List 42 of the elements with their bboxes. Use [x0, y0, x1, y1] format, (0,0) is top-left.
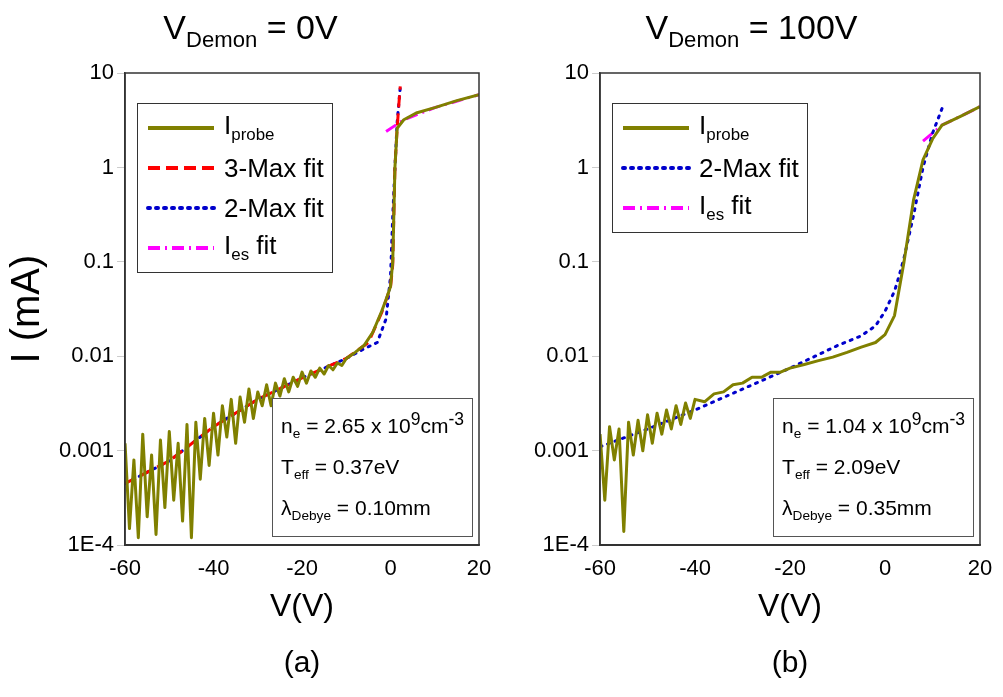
x-tick-label: -20	[286, 555, 318, 581]
legend-label: I$_{es}$ fit	[224, 230, 277, 266]
x-tick-label: 20	[466, 555, 492, 581]
y-tick-label: 10	[89, 59, 115, 85]
x-tick-label: -20	[774, 555, 806, 581]
y-tick-label: 0.01	[71, 342, 115, 368]
x-axis-title: V(V)	[758, 586, 823, 623]
text: (b)	[770, 645, 810, 679]
legend-label: I$_{es}$ fit	[699, 190, 752, 226]
y-tick-label: 1E-4	[67, 531, 115, 557]
text: (a)	[282, 645, 322, 679]
annotation: λ$_{Debye}$ = 0.10mm	[281, 496, 431, 524]
annotation: λ$_{Debye}$ = 0.35mm	[782, 496, 932, 524]
chart-title: V$_{Demon}$ = 100V	[644, 8, 859, 53]
x-tick-label: 0	[878, 555, 892, 581]
annotation: n$_{e}$ = 2.65 x 10$^{9}$cm$^{-3}$	[281, 408, 464, 441]
y-tick-label: 10	[564, 59, 590, 85]
x-tick-label: 20	[967, 555, 993, 581]
y-tick-label: 0.001	[533, 436, 590, 462]
y-tick-label: 0.1	[558, 247, 590, 273]
x-tick-label: -60	[109, 555, 141, 581]
y-tick-label: 0.001	[58, 436, 115, 462]
y-tick-label: 1	[576, 153, 590, 179]
x-axis-title: V(V)	[270, 586, 335, 623]
annotation: n$_{e}$ = 1.04 x 10$^{9}$cm$^{-3}$	[782, 408, 965, 441]
y-tick-label: 1E-4	[542, 531, 590, 557]
x-tick-label: 0	[384, 555, 397, 581]
x-tick-label: -40	[197, 555, 230, 581]
legend-label: I$_{probe}$	[699, 110, 750, 146]
y-tick-label: 1	[101, 153, 115, 179]
y-tick-label: 0.01	[546, 342, 590, 368]
legend-label: I$_{probe}$	[224, 110, 275, 146]
annotation: T$_{eff}$ = 0.37eV	[281, 454, 400, 483]
x-tick-label: -40	[679, 555, 711, 581]
legend-label: 2-Max fit	[699, 152, 799, 184]
y-axis-title: I (mA)	[3, 254, 48, 364]
legend-label: 2-Max fit	[224, 192, 324, 224]
y-tick-label: 0.1	[83, 247, 115, 273]
chart-title: V$_{Demon}$ = 0V	[162, 8, 339, 53]
x-tick-label: -60	[584, 555, 616, 581]
annotation: T$_{eff}$ = 2.09eV	[782, 454, 901, 483]
legend-label: 3-Max fit	[224, 152, 324, 184]
